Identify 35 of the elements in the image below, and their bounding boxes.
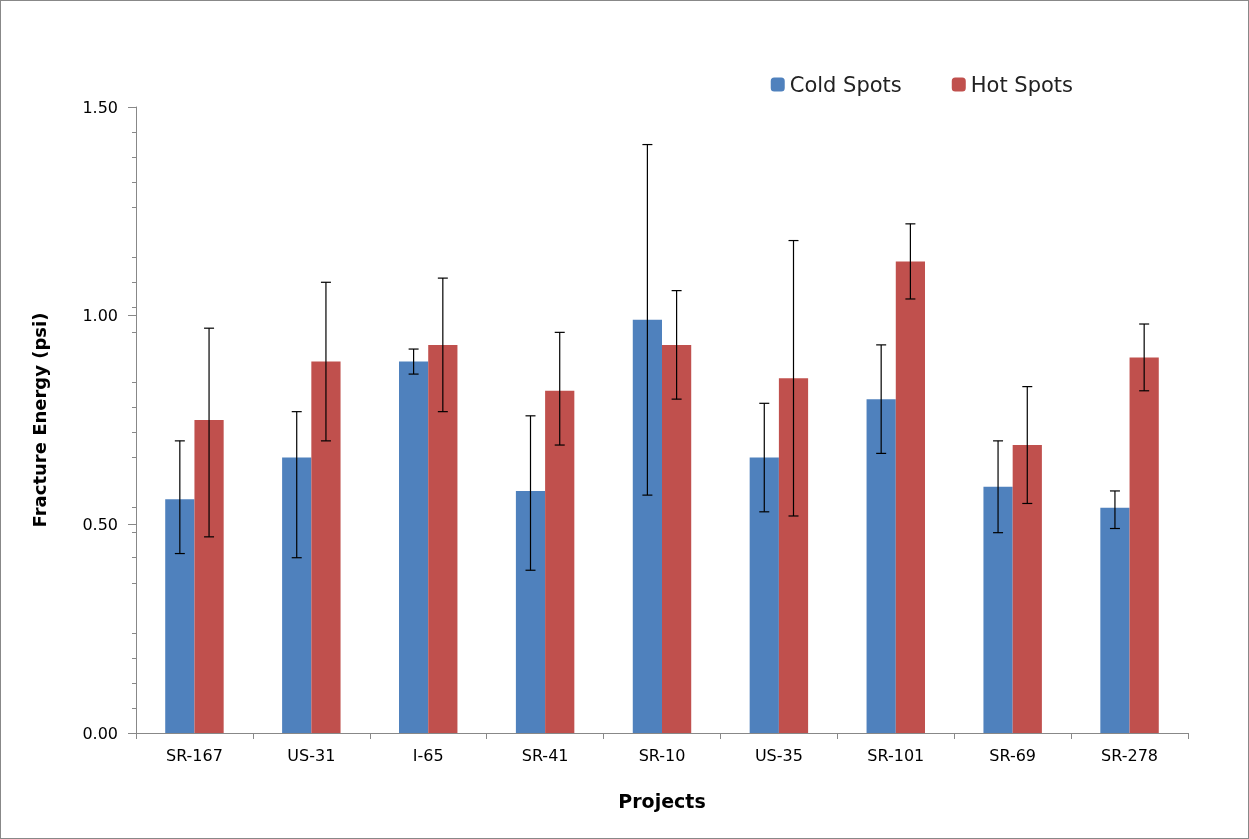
bar	[749, 457, 779, 733]
x-tick-label: US-35	[754, 745, 803, 765]
bar	[866, 399, 896, 733]
y-tick-label: 1.00	[82, 306, 118, 326]
x-tick-label: SR-101	[867, 745, 925, 765]
bar	[1100, 507, 1130, 733]
bar	[1012, 445, 1042, 733]
x-axis-title: Projects	[618, 789, 706, 812]
bar	[194, 420, 224, 733]
bar	[428, 344, 458, 733]
bar	[662, 344, 692, 733]
x-tick-label: SR-41	[521, 745, 569, 765]
legend-label: Cold Spots	[789, 72, 902, 97]
bar	[983, 486, 1013, 733]
bar	[895, 261, 925, 733]
y-tick-label: 0.00	[82, 723, 118, 743]
bar	[778, 378, 809, 733]
bar	[165, 499, 195, 733]
x-tick-label: SR-10	[638, 745, 686, 765]
x-tick-label: SR-167	[165, 745, 223, 765]
y-tick-label: 1.50	[82, 97, 118, 117]
x-tick-label: SR-69	[989, 745, 1037, 765]
legend-label: Hot Spots	[970, 72, 1073, 97]
y-axis-title: Fracture Energy (psi)	[28, 312, 50, 528]
x-tick-label: I-65	[412, 745, 444, 765]
x-tick-label: US-31	[287, 745, 336, 765]
x-tick-label: SR-278	[1101, 745, 1159, 765]
bar	[545, 390, 575, 733]
bar	[399, 361, 429, 733]
bar	[282, 457, 312, 733]
bar	[311, 361, 341, 733]
bar	[1129, 357, 1159, 733]
bar	[515, 490, 546, 733]
bar	[632, 319, 662, 733]
y-tick-label: 0.50	[82, 514, 118, 534]
